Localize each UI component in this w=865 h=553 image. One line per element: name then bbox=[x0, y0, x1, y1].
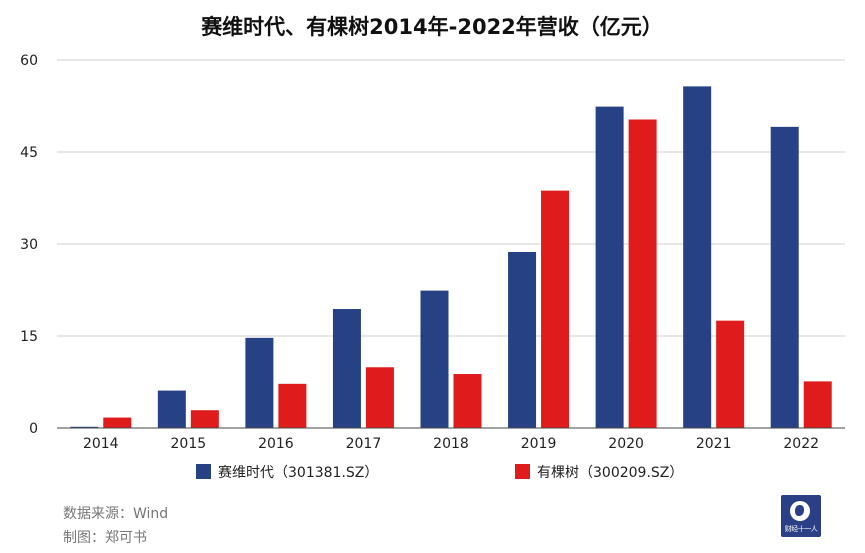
bar-sev-2020 bbox=[595, 106, 624, 428]
logo-text: 财经十一人 bbox=[784, 525, 818, 533]
bar-sev-2015 bbox=[157, 390, 186, 428]
bar-yks-2019 bbox=[541, 190, 570, 428]
bar-yks-2022 bbox=[803, 381, 832, 428]
publisher-logo: 财经十一人 bbox=[781, 495, 821, 537]
bar-yks-2015 bbox=[190, 410, 219, 428]
bar-sev-2018 bbox=[420, 290, 449, 428]
bar-sev-2021 bbox=[683, 86, 712, 428]
x-axis-ticks: 2014 2015 2016 2017 2018 2019 2020 2021 2022 bbox=[83, 436, 819, 452]
legend-label: 有棵树（300209.SZ） bbox=[537, 465, 683, 481]
bar-yks-2016 bbox=[278, 383, 307, 428]
x-tick-label: 2018 bbox=[433, 436, 469, 452]
y-tick-label: 0 bbox=[29, 421, 38, 437]
x-tick-label: 2019 bbox=[521, 436, 557, 452]
bar-yks-2020 bbox=[628, 119, 657, 428]
x-tick-label: 2020 bbox=[608, 436, 644, 452]
bar-yks-2021 bbox=[716, 320, 745, 428]
data-source-note: 数据来源：Wind bbox=[63, 506, 169, 522]
gridlines bbox=[57, 59, 845, 337]
legend: 赛维时代（301381.SZ） 有棵树（300209.SZ） bbox=[196, 464, 683, 481]
bar-yks-2017 bbox=[365, 367, 394, 428]
y-tick-label: 30 bbox=[20, 237, 38, 253]
x-tick-label: 2022 bbox=[783, 436, 819, 452]
bar-sev-2019 bbox=[508, 251, 537, 428]
y-tick-label: 15 bbox=[20, 329, 38, 345]
x-tick-label: 2017 bbox=[346, 436, 382, 452]
bars bbox=[70, 86, 832, 428]
chart-author-note: 制图：郑可书 bbox=[63, 530, 147, 546]
x-tick-label: 2014 bbox=[83, 436, 119, 452]
bar-yks-2018 bbox=[453, 374, 482, 428]
y-tick-label: 60 bbox=[20, 53, 38, 69]
y-tick-label: 45 bbox=[20, 145, 38, 161]
x-tick-label: 2015 bbox=[171, 436, 207, 452]
bar-sev-2016 bbox=[245, 337, 274, 428]
bar-sev-2014 bbox=[70, 426, 99, 428]
legend-label: 赛维时代（301381.SZ） bbox=[218, 465, 378, 481]
globe-icon bbox=[790, 501, 810, 521]
x-tick-label: 2021 bbox=[696, 436, 732, 452]
y-axis-ticks: 0 15 30 45 60 bbox=[20, 53, 38, 437]
bar-sev-2022 bbox=[770, 126, 799, 428]
bar-yks-2014 bbox=[103, 417, 132, 428]
chart-title: 赛维时代、有棵树2014年-2022年营收（亿元） bbox=[200, 15, 663, 39]
x-tick-label: 2016 bbox=[258, 436, 294, 452]
legend-swatch bbox=[515, 464, 530, 479]
legend-swatch bbox=[196, 464, 211, 479]
bar-sev-2017 bbox=[332, 309, 361, 428]
